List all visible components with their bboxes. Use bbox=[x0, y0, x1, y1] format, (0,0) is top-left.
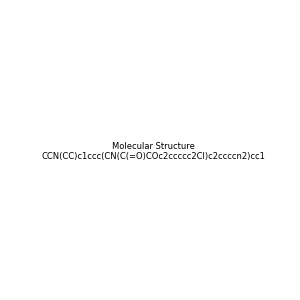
Text: Molecular Structure
CCN(CC)c1ccc(CN(C(=O)COc2ccccc2Cl)c2ccccn2)cc1: Molecular Structure CCN(CC)c1ccc(CN(C(=O… bbox=[42, 142, 266, 161]
